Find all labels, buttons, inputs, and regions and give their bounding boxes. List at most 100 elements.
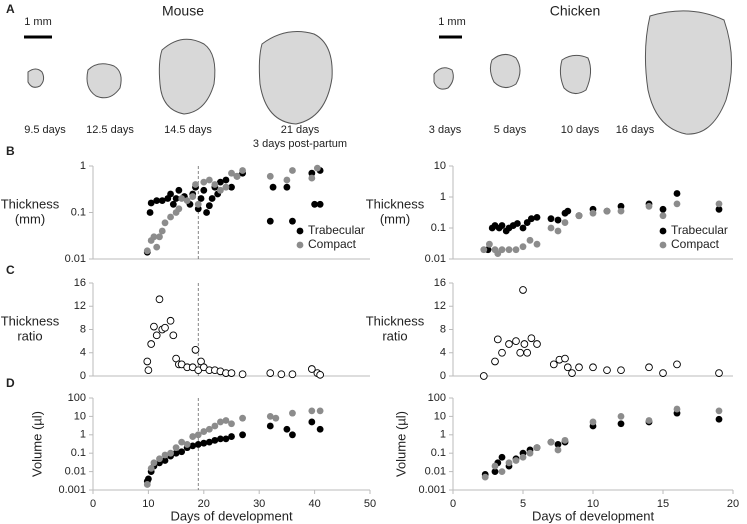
legend-label: Compact	[308, 237, 357, 251]
point	[479, 372, 488, 380]
point	[547, 215, 555, 223]
point	[222, 183, 230, 191]
panel-label: C	[6, 263, 15, 277]
point	[575, 363, 583, 372]
point	[526, 236, 534, 244]
point	[617, 207, 625, 215]
y-axis-label: ratio	[17, 328, 42, 343]
point	[161, 219, 169, 227]
point	[589, 209, 597, 217]
y-tick-label: 16	[434, 277, 446, 289]
point	[659, 369, 667, 377]
point	[178, 438, 186, 446]
point	[526, 449, 534, 457]
y-tick-label: 1	[440, 429, 446, 441]
y-axis-label: Thickness	[1, 313, 60, 328]
point	[645, 202, 653, 210]
y-tick-label: 12	[74, 300, 86, 312]
point	[307, 365, 316, 373]
panel-label: D	[6, 376, 15, 390]
point	[166, 316, 175, 325]
point	[561, 436, 569, 444]
legend-marker	[659, 227, 667, 235]
point	[143, 357, 152, 366]
point	[222, 435, 230, 443]
point	[308, 174, 316, 182]
point	[283, 183, 291, 191]
point	[192, 181, 199, 188]
point	[520, 340, 529, 348]
y-tick-label: 1	[440, 191, 446, 203]
x-tick-label: 15	[657, 498, 669, 510]
point	[150, 459, 158, 467]
legend-marker	[296, 227, 304, 235]
x-tick-label: 5	[520, 498, 526, 510]
point	[533, 340, 541, 348]
point	[645, 417, 653, 424]
x-tick-label: 20	[727, 498, 739, 510]
point	[549, 360, 558, 369]
point	[288, 370, 297, 379]
stage-label: 14.5 days	[164, 124, 212, 136]
point	[178, 195, 186, 202]
point	[189, 193, 197, 200]
x-tick-label: 10	[587, 498, 599, 510]
point	[505, 246, 513, 254]
point	[673, 200, 681, 208]
x-tick-label: 10	[142, 498, 154, 510]
point	[197, 195, 205, 202]
point	[493, 335, 502, 344]
legend-label: Trabecular	[308, 223, 365, 237]
point	[155, 295, 164, 304]
point	[575, 212, 583, 220]
y-tick-label: 4	[80, 347, 86, 359]
point	[175, 186, 183, 194]
point	[673, 405, 681, 413]
y-tick-label: 0.01	[65, 253, 86, 265]
x-tick-label: 50	[364, 498, 376, 510]
point	[308, 169, 316, 177]
point	[659, 205, 667, 213]
point	[498, 222, 506, 229]
point	[617, 366, 625, 375]
y-tick-label: 8	[440, 323, 446, 335]
point	[505, 459, 513, 467]
point	[715, 200, 723, 208]
point	[561, 354, 569, 363]
point	[228, 433, 235, 440]
point	[217, 186, 224, 194]
legend-marker	[659, 241, 667, 249]
y-axis-label: (mm)	[380, 211, 410, 226]
point	[217, 178, 224, 186]
point	[519, 224, 527, 232]
point	[153, 197, 161, 205]
point	[227, 369, 236, 377]
point	[289, 431, 296, 439]
y-axis-label: ratio	[382, 328, 407, 343]
point	[228, 183, 235, 191]
point	[603, 207, 611, 215]
point	[617, 202, 625, 210]
point	[145, 475, 152, 483]
point	[150, 233, 158, 241]
point	[158, 197, 166, 205]
point	[589, 363, 597, 372]
point	[289, 409, 296, 417]
y-tick-label: 0.01	[425, 253, 446, 265]
point	[516, 348, 525, 357]
point	[527, 334, 536, 343]
point	[233, 172, 241, 180]
point	[266, 369, 275, 377]
y-tick-label: 8	[80, 323, 86, 335]
x-tick-label: 40	[308, 498, 320, 510]
point	[200, 178, 208, 186]
point	[673, 190, 681, 197]
image-title: Mouse	[162, 3, 204, 19]
point	[205, 176, 213, 184]
y-tick-label: 100	[428, 392, 446, 404]
point	[194, 441, 202, 448]
point	[194, 200, 202, 208]
point	[283, 425, 291, 433]
point	[715, 415, 723, 423]
